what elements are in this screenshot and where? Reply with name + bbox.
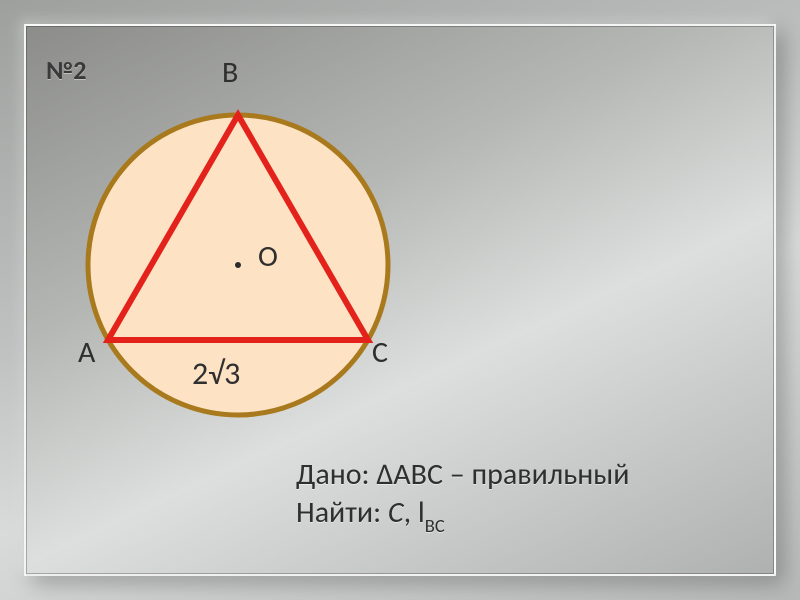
find-sub: BC <box>425 514 445 537</box>
given-line: Дано: ∆ABC – правильный <box>296 456 629 494</box>
find-c: C <box>388 494 404 531</box>
label-side: 2√3 <box>192 354 240 393</box>
problem-statement: Дано: ∆ABC – правильный Найти: C, lBC <box>296 456 629 534</box>
label-a: A <box>78 334 96 371</box>
label-o: O <box>258 238 278 275</box>
slide-frame: №2 A B C O 2√3 Дано: ∆ABC – правильный Н… <box>24 24 776 576</box>
find-prefix: Найти: <box>296 494 388 531</box>
find-sep: , l <box>404 494 425 531</box>
center-dot <box>235 262 241 268</box>
find-line: Найти: C, lBC <box>296 494 629 534</box>
label-b: B <box>222 54 238 91</box>
given-body: ∆ABC – правильный <box>376 456 629 493</box>
label-c: C <box>372 334 388 371</box>
given-prefix: Дано: <box>296 456 376 493</box>
slide-page: №2 A B C O 2√3 Дано: ∆ABC – правильный Н… <box>0 0 800 600</box>
geometry-diagram: A B C O 2√3 <box>58 40 438 440</box>
